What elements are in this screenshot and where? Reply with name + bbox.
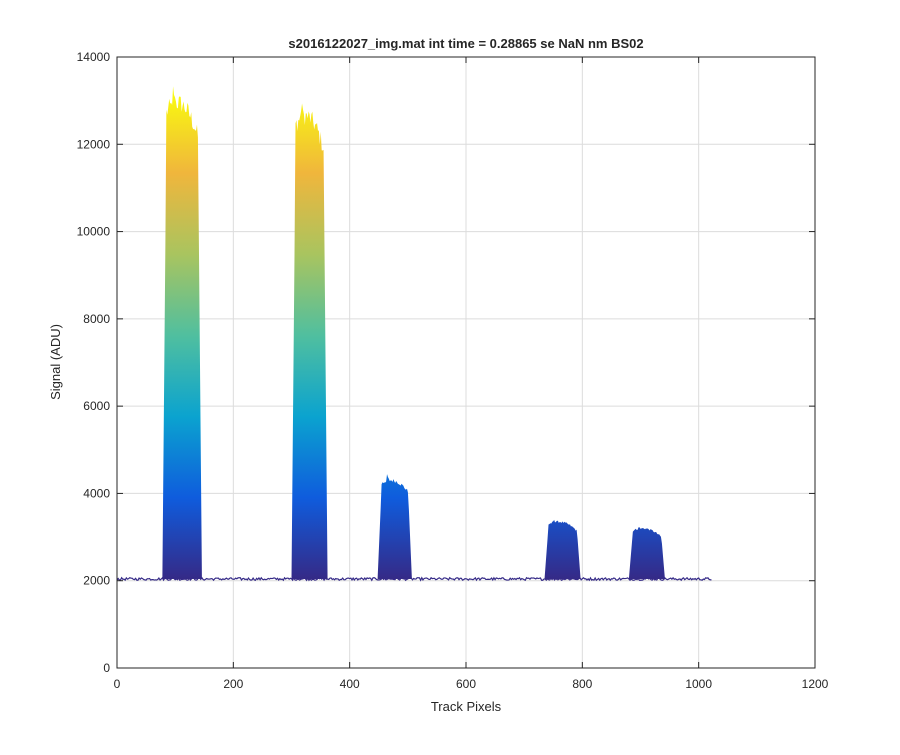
signal-peak-inner-3 (381, 553, 408, 579)
signal-series (116, 86, 712, 582)
chart-title: s2016122027_img.mat int time = 0.28865 s… (288, 36, 643, 51)
y-axis-label: Signal (ADU) (48, 324, 63, 400)
signal-peak-inner-1 (166, 419, 198, 579)
y-tick-label: 2000 (83, 574, 110, 588)
x-tick-label: 600 (456, 677, 476, 691)
x-tick-label: 200 (223, 677, 243, 691)
baseline-trace (116, 576, 712, 582)
x-tick-label: 0 (114, 677, 121, 691)
signal-peak-inner-4 (548, 557, 577, 579)
grid-lines (117, 57, 815, 668)
y-tick-label: 14000 (77, 50, 111, 64)
signal-peak-3 (377, 474, 412, 579)
y-tick-labels: 0 2000 4000 6000 8000 10000 12000 14000 (77, 50, 111, 675)
y-tick-label: 8000 (83, 312, 110, 326)
x-tick-label: 1200 (802, 677, 829, 691)
x-tick-labels: 0 200 400 600 800 1000 1200 (114, 677, 829, 691)
tick-marks (116, 56, 816, 669)
signal-peak-inner-5 (632, 560, 661, 579)
x-tick-label: 400 (340, 677, 360, 691)
y-tick-label: 6000 (83, 399, 110, 413)
x-axis-label: Track Pixels (431, 699, 502, 714)
y-tick-label: 10000 (77, 225, 111, 239)
y-tick-label: 0 (103, 661, 110, 675)
x-tick-label: 1000 (685, 677, 712, 691)
y-tick-label: 4000 (83, 486, 110, 500)
x-tick-label: 800 (572, 677, 592, 691)
y-tick-label: 12000 (77, 137, 111, 151)
signal-peak-inner-2 (295, 331, 324, 579)
